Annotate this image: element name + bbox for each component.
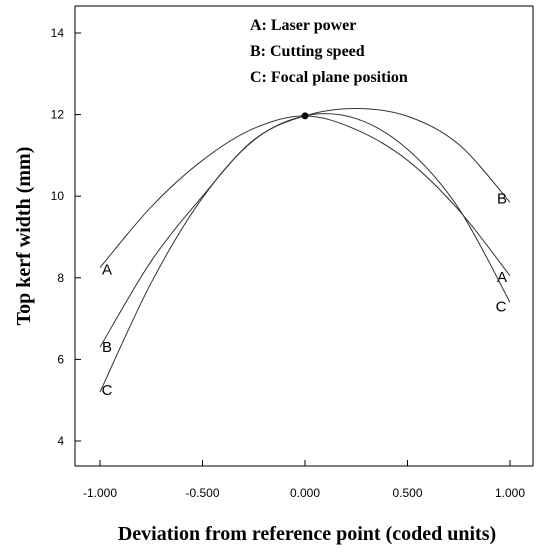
- curve-label-a-end: A: [497, 269, 507, 286]
- y-tick-label: 10: [51, 189, 65, 203]
- x-tick-label: 1.000: [495, 486, 525, 500]
- axis-ticks: 4 6 8 10 12 14 -1.000 -0.500 0.000 0.500 1.000: [51, 26, 526, 500]
- legend-entry-b: B: Cutting speed: [250, 43, 365, 60]
- curve-label-a-start: A: [102, 262, 112, 279]
- x-tick-label: 0.500: [392, 486, 422, 500]
- y-tick-label: 12: [51, 108, 65, 122]
- y-tick-label: 14: [51, 26, 65, 40]
- x-tick-label: -1.000: [83, 486, 117, 500]
- legend-entry-a: A: Laser power: [250, 17, 356, 34]
- curve-c: [99, 113, 511, 393]
- legend-entry-c: C: Focal plane position: [250, 69, 408, 86]
- curve-label-b-start: B: [102, 339, 112, 356]
- curve-label-c-end: C: [496, 298, 507, 315]
- plot-frame: [74, 5, 534, 467]
- curve-b: [99, 107, 511, 348]
- curve-label-c-start: C: [102, 382, 113, 399]
- x-tick-label: 0.000: [290, 486, 320, 500]
- y-tick-label: 8: [57, 271, 64, 285]
- x-axis-label: Deviation from reference point (coded un…: [118, 523, 496, 545]
- curves: A A B B C C: [99, 107, 511, 399]
- y-tick-label: 6: [57, 352, 64, 366]
- reference-point-layer: [301, 112, 309, 120]
- y-axis-label: Top kerf width (mm): [13, 147, 35, 326]
- curve-label-b-end: B: [497, 190, 507, 207]
- curve-a: [99, 115, 511, 277]
- x-tick-label: -0.500: [185, 486, 219, 500]
- y-tick-label: 4: [57, 434, 64, 448]
- reference-point-marker: [301, 112, 309, 120]
